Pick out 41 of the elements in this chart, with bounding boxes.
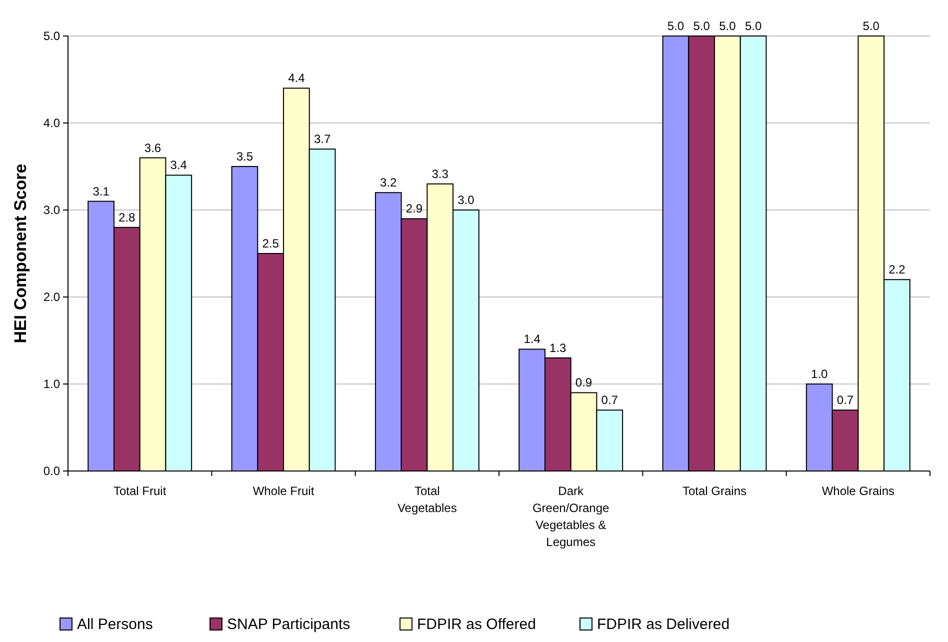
data-label: 0.7 (836, 393, 854, 408)
legend-label: FDPIR as Offered (417, 616, 536, 633)
data-label: 3.4 (170, 158, 188, 172)
x-tick-label: Total Grains (682, 484, 747, 498)
x-tick-label: Total Fruit (113, 484, 167, 498)
data-label: 2.5 (262, 236, 280, 250)
data-label: 1.4 (524, 332, 541, 346)
data-label: 3.3 (432, 166, 449, 181)
data-label: 0.7 (601, 393, 618, 408)
data-label: 2.2 (888, 262, 906, 277)
data-label: 0.9 (575, 376, 592, 390)
y-tick-label: 1.0 (43, 377, 60, 391)
legend-label: FDPIR as Delivered (597, 616, 730, 633)
data-label: 5.0 (719, 19, 736, 33)
data-label: 3.1 (92, 184, 110, 198)
x-tick-label: Whole Grains (822, 484, 895, 498)
legend-label: SNAP Participants (227, 616, 350, 633)
y-tick-label: 0.0 (43, 464, 60, 478)
data-label: 2.9 (406, 202, 423, 216)
y-tick-label: 2.0 (43, 290, 60, 304)
x-tick-label: Whole Fruit (252, 484, 315, 498)
data-label: 1.3 (550, 340, 567, 355)
data-label: 3.6 (144, 140, 162, 155)
y-tick-label: 3.0 (43, 203, 60, 217)
data-label: 5.0 (667, 19, 684, 33)
data-label: 3.5 (236, 150, 254, 164)
data-label: 5.0 (862, 19, 880, 33)
x-tick-label: Total Vegetables (397, 484, 457, 515)
data-label: 5.0 (693, 19, 710, 33)
x-tick-label: Dark Green/Orange Vegetables & Legumes (532, 484, 610, 549)
data-label: 5.0 (744, 19, 762, 33)
data-label: 1.0 (811, 367, 828, 381)
y-tick-label: 4.0 (43, 116, 60, 130)
legend-label: All Persons (77, 616, 153, 633)
data-label: 2.8 (118, 210, 136, 224)
y-tick-label: 5.0 (43, 29, 60, 43)
data-label: 3.2 (380, 176, 398, 190)
data-label: 4.4 (288, 71, 306, 86)
y-axis-title: HEI Component Score (11, 164, 30, 344)
data-label: 3.0 (458, 193, 475, 207)
data-label: 3.7 (314, 132, 331, 146)
